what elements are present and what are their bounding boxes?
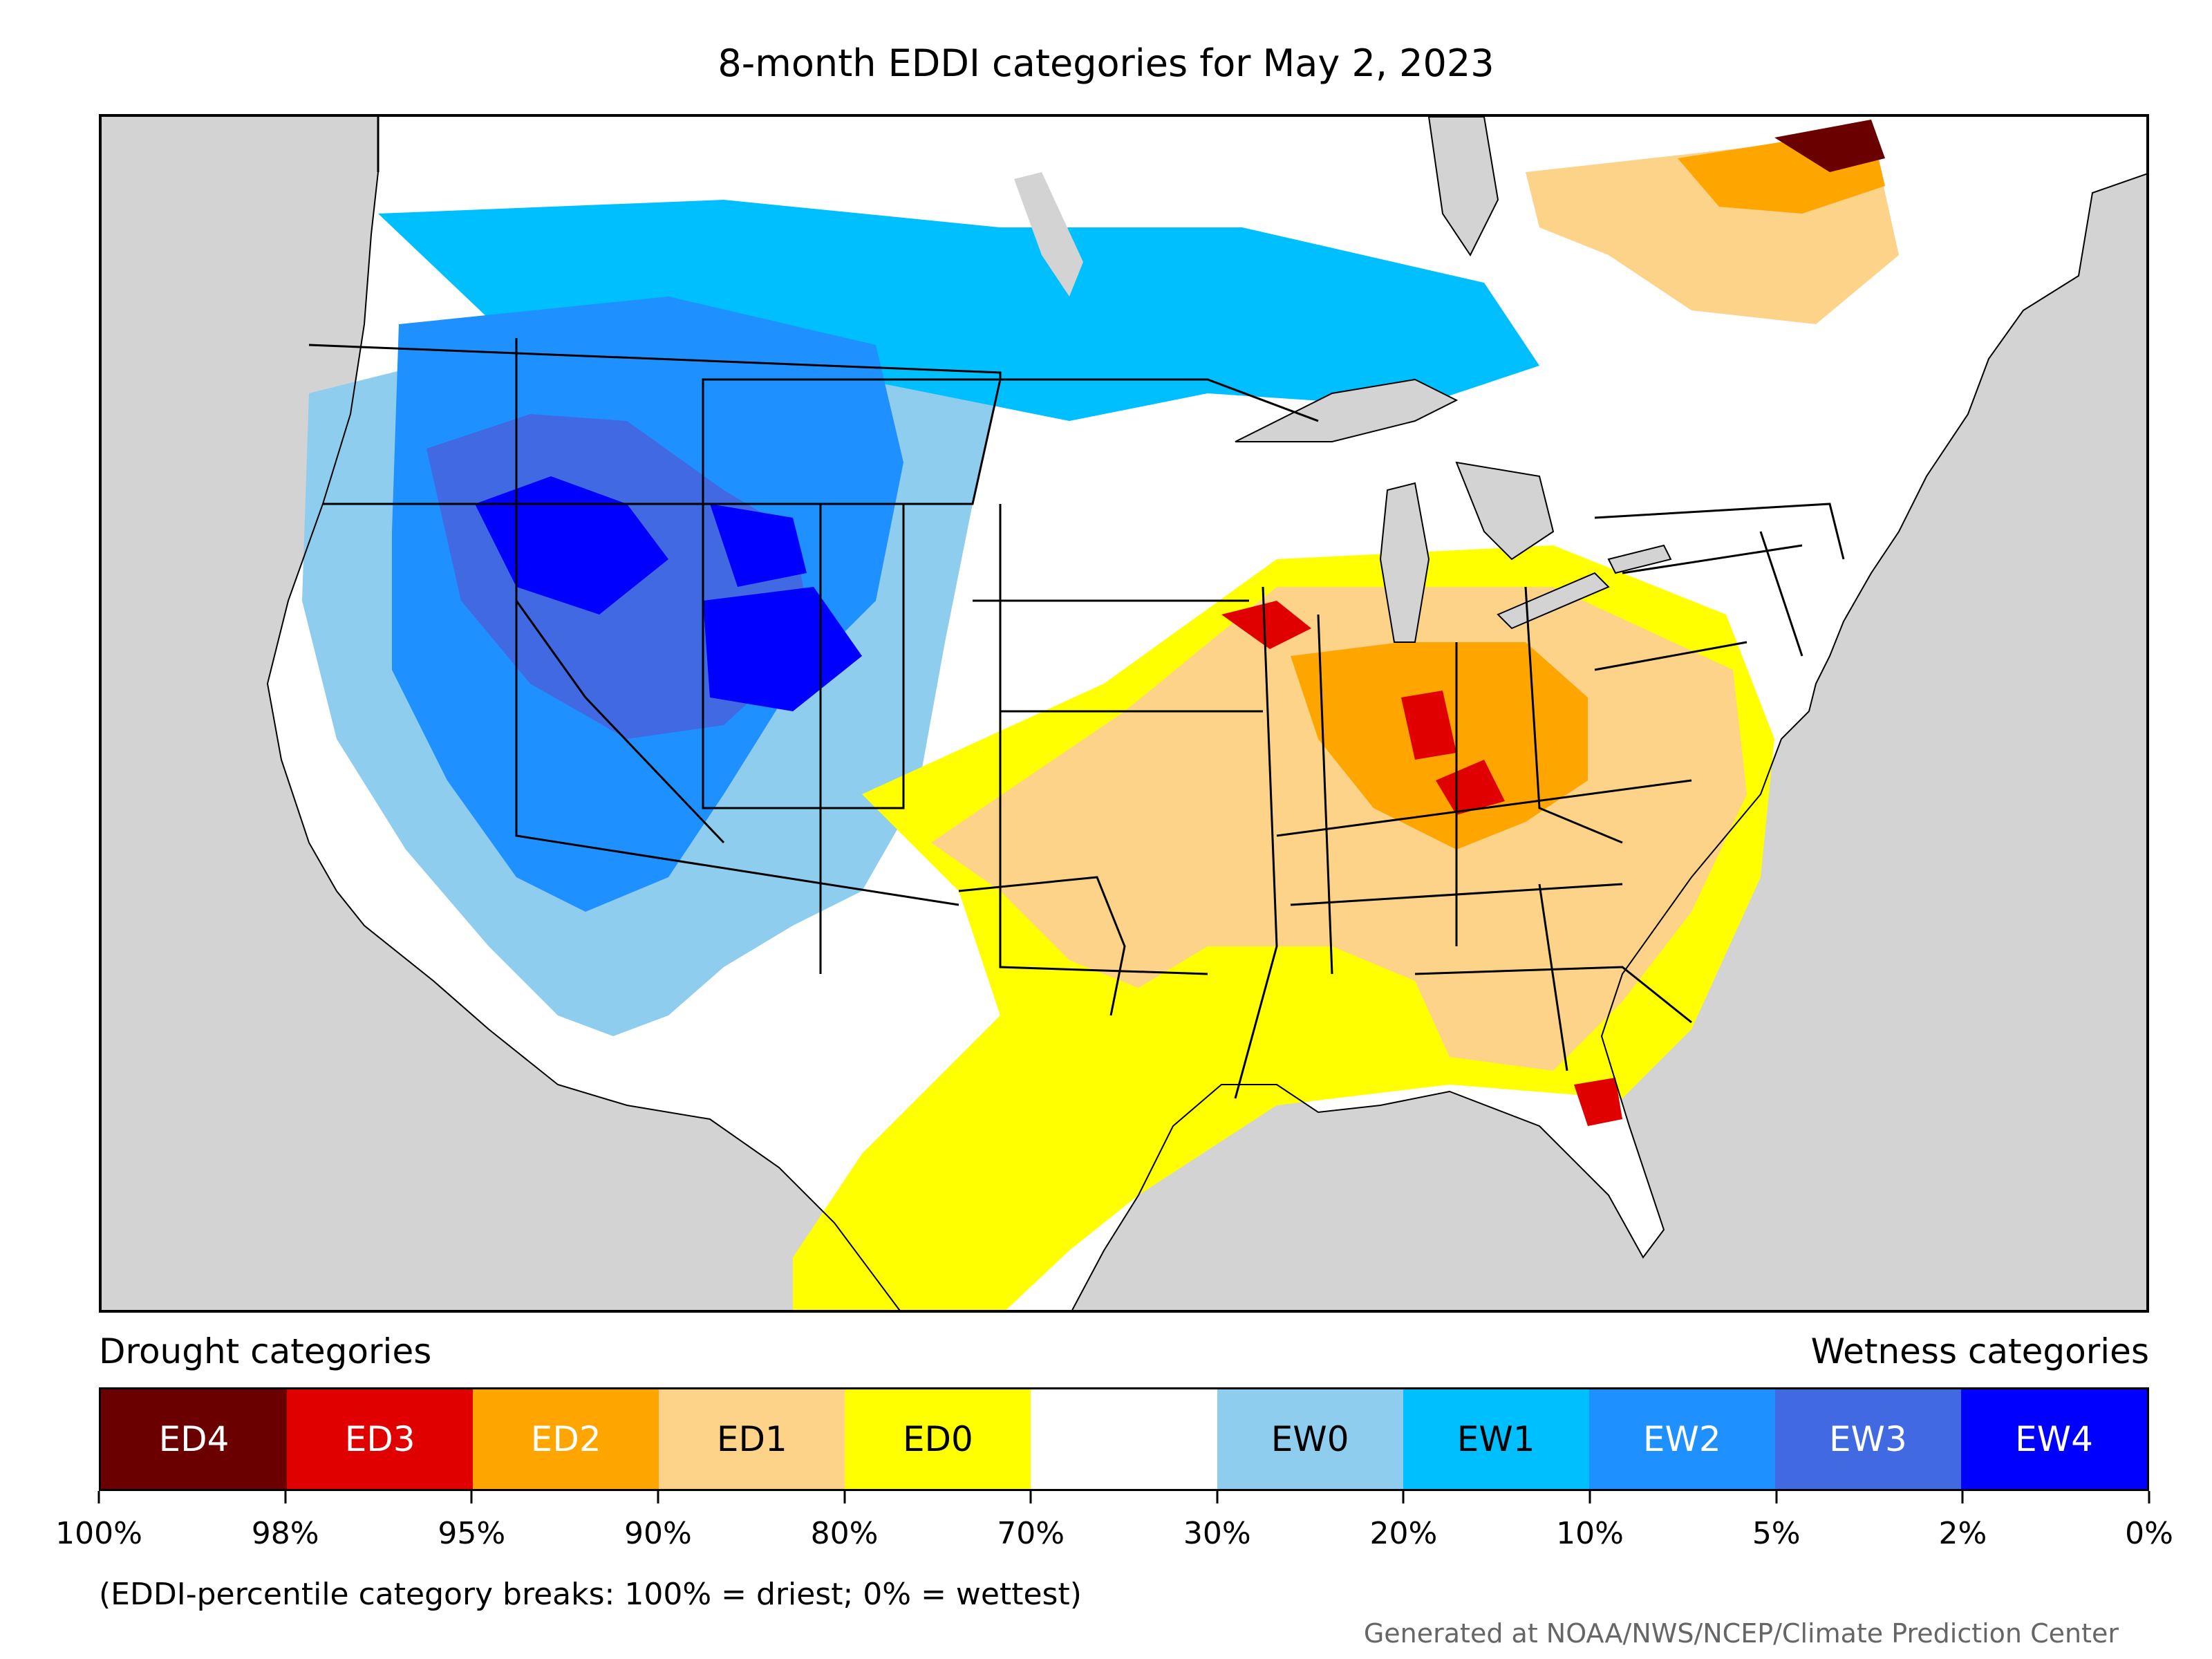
- lake-erie: [1497, 572, 1610, 630]
- legend-cell-ed4: ED4: [101, 1389, 288, 1489]
- tick-mark: [1216, 1491, 1219, 1503]
- west-wet-ew4-c: [710, 504, 807, 587]
- percentile-ticks: 100% 98% 95% 90% 80% 70% 30% 20% 10% 5% 2% 0%: [55, 1491, 2173, 1560]
- state-borders: [308, 117, 1845, 1099]
- tick-mark: [1588, 1491, 1591, 1503]
- iowa-ed3: [1221, 601, 1311, 649]
- tick-label: 2%: [1938, 1516, 1987, 1551]
- eddi-map: [99, 114, 2149, 1313]
- tick-label: 70%: [997, 1516, 1065, 1551]
- tick-mark: [657, 1491, 659, 1503]
- wetness-categories-header: Wetness categories: [1810, 1331, 2149, 1371]
- drought-categories-header: Drought categories: [99, 1331, 432, 1371]
- legend-cell-ed0: ED0: [845, 1389, 1031, 1489]
- category-note: (EDDI-percentile category breaks: 100% =…: [99, 1577, 1082, 1612]
- legend-cell-ew2: EW2: [1588, 1389, 1775, 1489]
- tick-mark: [843, 1491, 846, 1503]
- hudson-bay-edge: [1427, 117, 1499, 256]
- lake-superior: [1235, 378, 1459, 442]
- tick-mark: [1402, 1491, 1405, 1503]
- tick-label: 100%: [55, 1516, 142, 1551]
- tick-label: 10%: [1556, 1516, 1624, 1551]
- category-colorbar: ED4 ED3 ED2 ED1 ED0 EW0 EW1 EW2 EW3 EW4: [99, 1387, 2149, 1491]
- map-title: 8-month EDDI categories for May 2, 2023: [718, 41, 1494, 85]
- tick-mark: [1029, 1491, 1032, 1503]
- lake-ontario: [1607, 544, 1672, 574]
- legend-cell-ed3: ED3: [287, 1389, 474, 1489]
- lake-michigan: [1379, 482, 1430, 643]
- florida-ed3: [1574, 1078, 1622, 1126]
- tick-label: 30%: [1183, 1516, 1251, 1551]
- lake-winnipeg: [1014, 172, 1083, 297]
- tick-label: 0%: [2125, 1516, 2173, 1551]
- west-wet-ew4-b: [703, 587, 862, 711]
- tick-label: 5%: [1752, 1516, 1801, 1551]
- west-wet-ew4-a: [475, 476, 668, 615]
- tick-label: 98%: [251, 1516, 319, 1551]
- tick-label: 80%: [810, 1516, 879, 1551]
- kentucky-ed3: [1436, 760, 1505, 815]
- tick-label: 95%: [438, 1516, 506, 1551]
- legend-cell-ed1: ED1: [659, 1389, 845, 1489]
- north-wet-band-ew1: [378, 200, 1539, 421]
- tick-mark: [470, 1491, 473, 1503]
- tick-mark: [97, 1491, 100, 1503]
- lake-huron: [1455, 461, 1555, 561]
- tick-label: 20%: [1369, 1516, 1438, 1551]
- tick-label: 90%: [624, 1516, 692, 1551]
- tick-mark: [2148, 1491, 2150, 1503]
- legend-cell-ew3: EW3: [1774, 1389, 1961, 1489]
- credit-text: Generated at NOAA/NWS/NCEP/Climate Predi…: [1363, 1618, 2119, 1649]
- tick-mark: [1961, 1491, 1964, 1503]
- legend-cell-ew0: EW0: [1217, 1389, 1403, 1489]
- legend-cell-neutral: [1031, 1389, 1217, 1489]
- coastline: [266, 117, 2146, 1310]
- legend-cell-ed2: ED2: [473, 1389, 659, 1489]
- map-canvas: [102, 117, 2146, 1310]
- quebec-ed4: [1774, 120, 1885, 172]
- tick-mark: [284, 1491, 287, 1503]
- legend-cell-ew1: EW1: [1403, 1389, 1589, 1489]
- indiana-ed3: [1401, 691, 1456, 760]
- tick-mark: [1775, 1491, 1778, 1503]
- legend-cell-ew4: EW4: [1960, 1389, 2148, 1489]
